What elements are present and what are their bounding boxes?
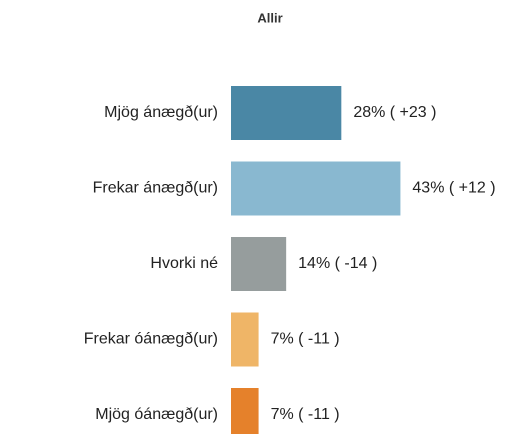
value-label: 43% ( +12 ) [412, 180, 495, 197]
value-label: 7% ( -11 ) [271, 406, 340, 423]
bar [231, 161, 401, 216]
value-label: 28% ( +23 ) [353, 104, 436, 121]
bar [231, 86, 342, 140]
category-label: Hvorki né [150, 255, 218, 272]
category-label: Frekar ánægð(ur) [93, 180, 218, 197]
value-label: 7% ( -11 ) [271, 331, 340, 348]
category-label: Frekar óánægð(ur) [84, 331, 218, 348]
bar [231, 312, 259, 367]
category-label: Mjög ánægð(ur) [104, 104, 218, 121]
chart-title: Allir [257, 10, 282, 25]
category-label: Mjög óánægð(ur) [95, 406, 218, 423]
value-label: 14% ( -14 ) [298, 255, 377, 272]
bar [231, 237, 287, 291]
bar [231, 388, 259, 434]
